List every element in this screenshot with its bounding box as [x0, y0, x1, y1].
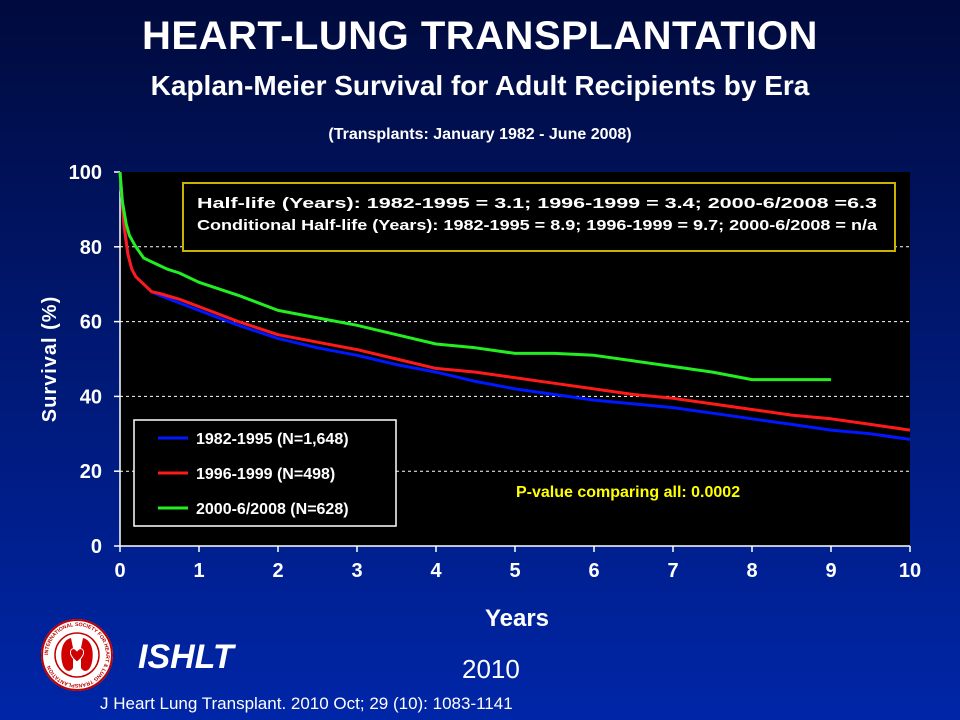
- y-tick-label: 20: [80, 461, 102, 483]
- series-line: [118, 171, 911, 432]
- x-tick-label: 5: [509, 560, 520, 582]
- org-label: ISHLT: [138, 638, 234, 676]
- info-line: Conditional Half-life (Years): 1982-1995…: [197, 217, 878, 234]
- year-label: 2010: [462, 654, 520, 684]
- legend-label: 1996-1999 (N=498): [196, 466, 335, 483]
- citation: J Heart Lung Transplant. 2010 Oct; 29 (1…: [100, 694, 513, 713]
- x-tick-label: 0: [114, 560, 125, 582]
- x-tick-label: 7: [667, 560, 678, 582]
- series-line: [118, 171, 831, 382]
- y-tick-label: 100: [69, 162, 102, 184]
- y-axis-label: Survival (%): [39, 296, 61, 422]
- legend-label: 1982-1995 (N=1,648): [196, 431, 349, 448]
- x-tick-label: 4: [430, 560, 442, 582]
- x-tick-label: 9: [825, 560, 836, 582]
- y-tick-label: 40: [80, 386, 102, 408]
- y-tick-label: 0: [91, 536, 102, 558]
- legend-label: 2000-6/2008 (N=628): [196, 501, 349, 518]
- ishlt-logo: INTERNATIONAL SOCIETY FOR HEART & LUNG T…: [41, 619, 113, 691]
- x-tick-label: 1: [193, 560, 204, 582]
- x-tick-label: 10: [899, 560, 921, 582]
- x-tick-label: 6: [588, 560, 599, 582]
- p-value-annotation: P-value comparing all: 0.0002: [516, 484, 740, 501]
- x-tick-label: 8: [746, 560, 757, 582]
- x-tick-label: 2: [272, 560, 283, 582]
- y-tick-label: 80: [80, 237, 102, 259]
- y-tick-label: 60: [80, 312, 102, 334]
- page-title: HEART-LUNG TRANSPLANTATION: [142, 14, 818, 58]
- page-caption: (Transplants: January 1982 - June 2008): [328, 126, 632, 143]
- info-box: [182, 182, 896, 252]
- page-subtitle: Kaplan-Meier Survival for Adult Recipien…: [150, 70, 810, 101]
- x-tick-label: 3: [351, 560, 362, 582]
- x-axis-label: Years: [485, 605, 549, 632]
- info-line: Half-life (Years): 1982-1995 = 3.1; 1996…: [197, 195, 877, 212]
